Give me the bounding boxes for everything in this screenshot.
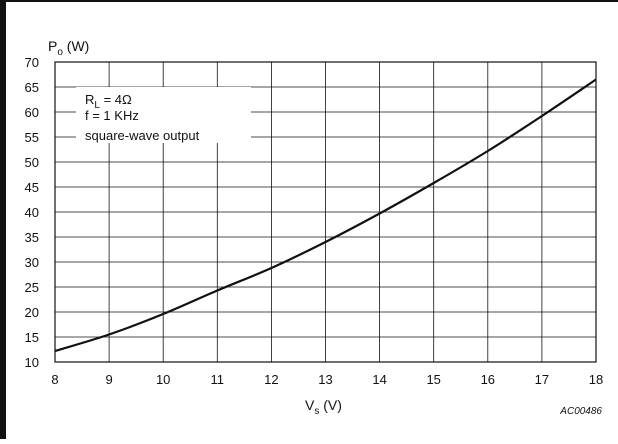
y-tick-label: 65 <box>25 80 39 95</box>
x-tick-labels: 8 9 10 11 12 13 14 15 16 17 18 <box>51 372 603 387</box>
y-tick-label: 60 <box>25 105 39 120</box>
y-tick-label: 70 <box>25 55 39 70</box>
figure-code: AC00486 <box>559 406 602 417</box>
y-tick-label: 45 <box>25 180 39 195</box>
x-tick-label: 18 <box>589 372 603 387</box>
x-tick-label: 17 <box>535 372 549 387</box>
y-tick-label: 50 <box>25 155 39 170</box>
x-tick-label: 11 <box>211 372 225 387</box>
x-axis-title-unit: (V) <box>319 397 342 413</box>
x-axis-title: Vs (V) <box>305 397 342 417</box>
y-tick-label: 30 <box>25 255 39 270</box>
x-tick-label: 13 <box>318 372 332 387</box>
x-tick-label: 8 <box>51 372 58 387</box>
annotation-frequency: f = 1 KHz <box>85 108 139 123</box>
y-tick-label: 40 <box>25 205 39 220</box>
y-tick-label: 20 <box>25 305 39 320</box>
x-tick-label: 16 <box>481 372 495 387</box>
plot-border <box>54 61 597 363</box>
x-axis-title-sub: s <box>314 406 319 417</box>
annotation-load-sub: L <box>94 100 100 111</box>
top-border-rule <box>0 0 618 2</box>
y-tick-labels: 10 15 20 25 30 35 40 45 50 55 60 65 70 <box>25 55 39 370</box>
y-tick-label: 10 <box>25 355 39 370</box>
left-border-rule <box>0 0 6 439</box>
x-tick-label: 9 <box>105 372 112 387</box>
annotation-load-main: R <box>85 92 94 107</box>
x-tick-label: 12 <box>264 372 278 387</box>
x-axis-title-main: V <box>305 397 315 413</box>
annotation-box <box>76 87 251 143</box>
annotation-waveform: square-wave output <box>85 128 200 143</box>
series-group <box>54 78 597 353</box>
y-tick-label: 55 <box>25 130 39 145</box>
y-axis-title-main: P <box>48 38 57 54</box>
x-tick-label: 15 <box>426 372 440 387</box>
annotation-load-value: = 4Ω <box>100 92 132 107</box>
annotation-load: RL = 4Ω <box>85 92 132 111</box>
y-axis-title-unit: (W) <box>63 38 89 54</box>
y-tick-label: 15 <box>25 330 39 345</box>
series-line-0 <box>54 78 597 353</box>
y-axis-title-sub: o <box>57 47 63 58</box>
y-axis-title: Po (W) <box>48 38 89 58</box>
x-tick-label: 10 <box>156 372 170 387</box>
x-tick-label: 14 <box>372 372 386 387</box>
y-tick-label: 35 <box>25 230 39 245</box>
y-tick-label: 25 <box>25 280 39 295</box>
